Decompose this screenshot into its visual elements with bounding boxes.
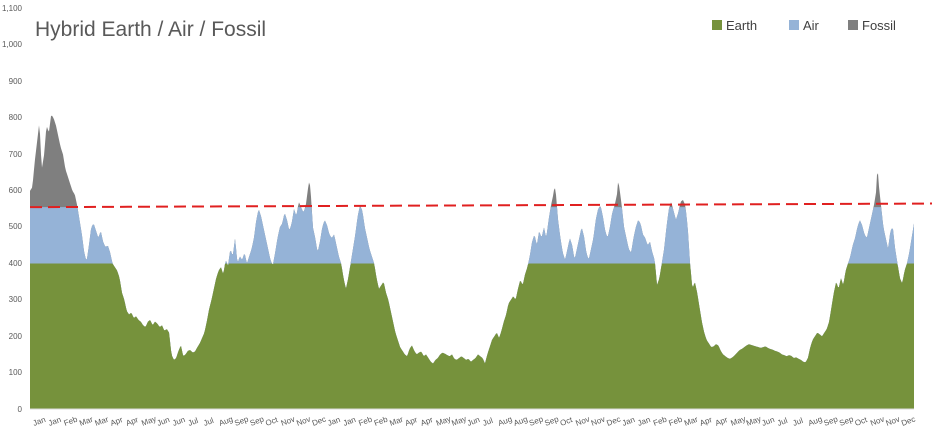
y-tick-label: 0 [18,405,23,414]
x-tick-label: Jan [636,415,651,428]
x-tick-label: Mar [94,415,110,428]
x-tick-label: Sep [838,414,855,428]
x-tick-label: Nov [885,415,901,428]
x-tick-label: Mar [78,415,94,428]
x-tick-label: Jul [481,416,494,428]
legend-swatch-air [789,20,799,30]
x-tick-label: Apr [125,415,140,428]
y-tick-label: 500 [9,222,23,231]
x-tick-label: Sep [233,414,250,428]
x-tick-label: Aug [218,415,234,428]
x-tick-label: Aug [512,415,528,428]
x-tick-label: Aug [497,415,513,428]
legend-item-fossil: Fossil [848,18,896,33]
x-tick-label: May [730,414,747,428]
x-tick-label: Apr [109,415,124,428]
x-tick-label: Sep [528,414,545,428]
x-tick-label: Jan [32,415,47,428]
x-tick-label: Sep [249,414,266,428]
y-tick-label: 1,000 [2,40,23,49]
x-tick-label: Sep [543,414,560,428]
legend-swatch-fossil [848,20,858,30]
x-tick-label: Jul [776,416,789,428]
x-tick-label: Apr [404,415,419,428]
x-tick-label: Dec [605,415,621,428]
x-tick-label: Oct [264,415,280,428]
x-tick-label: Apr [714,415,729,428]
x-tick-label: Nov [590,415,606,428]
legend: Earth Air Fossil [712,18,896,33]
y-tick-label: 900 [9,77,23,86]
legend-label-fossil: Fossil [862,18,896,33]
x-tick-label: Jan [326,415,341,428]
y-tick-label: 600 [9,186,23,195]
x-tick-label: Sep [823,414,840,428]
legend-item-earth: Earth [712,18,757,33]
x-tick-label: Feb [357,415,374,428]
legend-label-air: Air [803,18,820,33]
x-tick-label: Feb [652,415,669,428]
x-tick-label: Nov [574,415,590,428]
x-tick-label: Feb [63,415,80,428]
x-tick-label: Jul [792,416,805,428]
y-tick-label: 300 [9,295,23,304]
x-tick-label: May [450,414,467,428]
x-tick-label: Nov [869,415,885,428]
x-tick-label: Apr [699,415,714,428]
x-tick-label: Dec [311,415,327,428]
y-tick-label: 1,100 [2,4,23,13]
x-tick-label: May [140,414,157,428]
x-tick-label: Jun [156,415,171,428]
plot-area [29,115,932,409]
threshold-line [29,202,932,209]
x-tick-label: Nov [280,415,296,428]
x-tick-label: Jan [342,415,357,428]
y-tick-label: 200 [9,332,23,341]
chart-title: Hybrid Earth / Air / Fossil [35,18,266,41]
x-tick-label: Feb [373,415,390,428]
x-tick-label: Jun [171,415,186,428]
x-tick-label: Oct [559,415,575,428]
x-tick-label: Nov [295,415,311,428]
x-tick-label: Jun [761,415,776,428]
earth-area [30,263,914,409]
x-tick-label: May [435,414,452,428]
x-tick-label: Feb [668,415,685,428]
x-tick-label: Jan [47,415,62,428]
x-tick-label: Jan [621,415,636,428]
x-tick-label: Jul [202,416,215,428]
x-tick-label: Apr [419,415,434,428]
y-tick-label: 400 [9,259,23,268]
x-tick-label: May [745,414,762,428]
y-axis: 0 100 200 300 400 500 600 700 800 900 1,… [2,4,23,414]
y-tick-label: 700 [9,150,23,159]
x-tick-label: Mar [388,415,404,428]
legend-swatch-earth [712,20,722,30]
y-tick-label: 800 [9,113,23,122]
y-tick-label: 100 [9,368,23,377]
legend-label-earth: Earth [726,18,757,33]
x-tick-label: Mar [683,415,699,428]
x-tick-label: Aug [807,415,823,428]
x-tick-label: Dec [900,415,916,428]
x-tick-label: Oct [854,415,870,428]
legend-item-air: Air [789,18,820,33]
x-tick-label: Jun [466,415,481,428]
x-tick-label: Jul [187,416,200,428]
